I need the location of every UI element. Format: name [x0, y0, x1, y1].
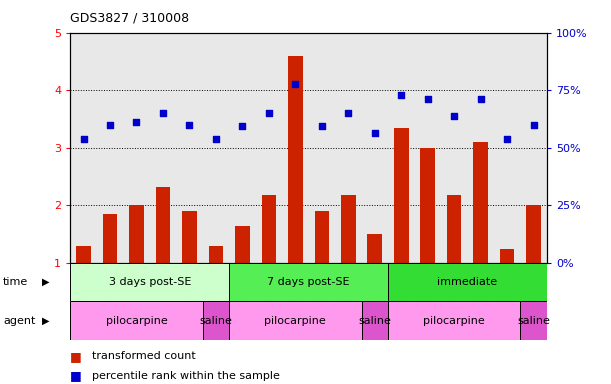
- Point: [185, 122, 194, 128]
- Bar: [420, 148, 435, 263]
- Bar: [288, 56, 302, 263]
- Text: transformed count: transformed count: [92, 351, 196, 361]
- Point: [290, 81, 300, 88]
- Point: [211, 136, 221, 142]
- Text: time: time: [3, 277, 28, 287]
- Bar: [70, 263, 229, 301]
- Bar: [341, 195, 356, 263]
- Point: [449, 113, 459, 119]
- Bar: [394, 127, 409, 263]
- Text: pilocarpine: pilocarpine: [265, 316, 326, 326]
- Bar: [362, 301, 388, 340]
- Point: [238, 123, 247, 129]
- Text: 3 days post-SE: 3 days post-SE: [109, 277, 191, 287]
- Bar: [388, 301, 521, 340]
- Bar: [315, 211, 329, 263]
- Text: ▶: ▶: [42, 277, 49, 287]
- Bar: [182, 211, 197, 263]
- Bar: [129, 205, 144, 263]
- Bar: [103, 214, 117, 263]
- Point: [343, 110, 353, 116]
- Text: saline: saline: [358, 316, 391, 326]
- Text: GDS3827 / 310008: GDS3827 / 310008: [70, 12, 189, 25]
- Text: ■: ■: [70, 369, 82, 382]
- Bar: [203, 301, 229, 340]
- Bar: [447, 195, 461, 263]
- Bar: [235, 226, 250, 263]
- Bar: [500, 249, 514, 263]
- Point: [529, 122, 538, 128]
- Bar: [156, 187, 170, 263]
- Text: agent: agent: [3, 316, 35, 326]
- Text: immediate: immediate: [437, 277, 497, 287]
- Bar: [70, 301, 203, 340]
- Point: [370, 130, 379, 136]
- Bar: [521, 301, 547, 340]
- Bar: [262, 195, 276, 263]
- Bar: [76, 246, 91, 263]
- Text: saline: saline: [199, 316, 232, 326]
- Text: ▶: ▶: [42, 316, 49, 326]
- Bar: [208, 246, 223, 263]
- Text: ■: ■: [70, 350, 82, 363]
- Bar: [229, 263, 388, 301]
- Bar: [388, 263, 547, 301]
- Bar: [526, 205, 541, 263]
- Point: [317, 123, 327, 129]
- Bar: [229, 301, 362, 340]
- Bar: [474, 142, 488, 263]
- Text: percentile rank within the sample: percentile rank within the sample: [92, 371, 279, 381]
- Point: [264, 110, 274, 116]
- Text: pilocarpine: pilocarpine: [423, 316, 485, 326]
- Point: [105, 122, 115, 128]
- Point: [476, 96, 486, 102]
- Point: [423, 96, 433, 102]
- Point: [79, 136, 89, 142]
- Point: [502, 136, 512, 142]
- Text: saline: saline: [517, 316, 550, 326]
- Text: pilocarpine: pilocarpine: [106, 316, 167, 326]
- Bar: [367, 234, 382, 263]
- Point: [131, 119, 141, 125]
- Text: 7 days post-SE: 7 days post-SE: [267, 277, 350, 287]
- Point: [397, 92, 406, 98]
- Point: [158, 110, 168, 116]
